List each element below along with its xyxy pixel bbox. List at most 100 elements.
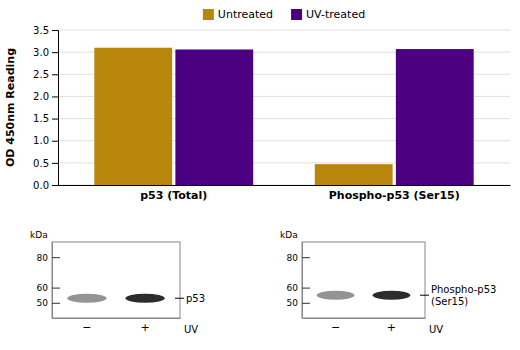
y-tick-label: 3.5 (33, 25, 49, 36)
y-tick-label: 2.0 (33, 91, 49, 102)
y-tick-mark (52, 52, 58, 53)
bands (67, 294, 164, 303)
band (67, 294, 106, 303)
y-axis-line (302, 243, 303, 319)
annotation-line (420, 295, 429, 296)
y-tick-label: 1.5 (33, 113, 49, 124)
x-axis-line (303, 318, 426, 319)
y-tick-mark (52, 185, 58, 186)
legend-label: Untreated (218, 8, 273, 21)
chart: 0.0 0.5 1.0 1.5 2.0 2.5 3.0 3.5 p53 (Total) Phosp… (0, 0, 520, 350)
x-tick: + (387, 318, 396, 334)
legend-label: UV-treated (306, 8, 365, 21)
x-tick-label: + (387, 321, 396, 334)
x-axis: −+ (53, 318, 181, 334)
legend-swatch (203, 9, 214, 20)
y-tick-mark (52, 303, 60, 304)
annotation-line-text: p53 (186, 293, 205, 304)
y-tick: 1.0 (33, 135, 58, 146)
y-tick-mark (52, 96, 58, 97)
grid-line (58, 30, 510, 31)
band (373, 291, 411, 300)
x-tick: p53 (Total) (140, 185, 207, 202)
y-tick-label: 2.5 (33, 69, 49, 80)
legend: Untreated UV-treated (203, 8, 365, 21)
y-tick: 3.0 (33, 47, 58, 58)
y-axis-title: kDa (280, 230, 298, 240)
y-tick-label: 50 (37, 298, 49, 308)
y-tick-mark (302, 257, 310, 258)
annotation-line-text: (Ser15) (431, 296, 468, 307)
legend-swatch (291, 9, 302, 20)
bar-chart: 0.0 0.5 1.0 1.5 2.0 2.5 3.0 3.5 p53 (Total) Phosp… (4, 8, 511, 202)
panel-frame (52, 242, 180, 318)
annotation: Phospho-p53(Ser15) (431, 284, 496, 307)
bars (94, 48, 473, 185)
y-tick: 1.5 (33, 113, 58, 124)
y-tick: 2.5 (33, 69, 58, 80)
x-tick: − (82, 318, 91, 334)
y-tick: 0.0 (33, 180, 58, 191)
y-tick: 0.5 (33, 158, 58, 169)
x-tick-label: Phospho-p53 (Ser15) (329, 189, 460, 202)
y-tick-label: 0.0 (33, 180, 49, 191)
y-tick-mark (52, 288, 60, 289)
y-axis: 50 60 80 (287, 243, 310, 319)
y-tick-mark (52, 163, 58, 164)
annotation-line-text: Phospho-p53 (431, 284, 496, 295)
y-tick-label: 3.0 (33, 47, 49, 58)
blot-panel: 506080−+UVkDaPhospho-p53(Ser15) (280, 230, 496, 335)
x-axis-line (53, 318, 181, 319)
legend-item: UV-treated (291, 8, 365, 21)
y-axis-title: OD 450nm Reading (4, 48, 17, 167)
x-axis: p53 (Total) Phospho-p53 (Ser15) (59, 185, 511, 202)
bands (317, 291, 410, 300)
x-tick: + (140, 318, 149, 334)
y-tick-label: 80 (37, 253, 49, 263)
annotation: p53 (186, 293, 205, 304)
legend-item: Untreated (203, 8, 273, 21)
x-axis-line (59, 185, 511, 186)
y-tick: 3.5 (33, 25, 58, 36)
bar (315, 164, 393, 185)
band (317, 291, 355, 300)
y-tick: 50 (37, 298, 60, 308)
y-axis: 0.0 0.5 1.0 1.5 2.0 2.5 3.0 3.5 (33, 25, 58, 191)
blot-panel: 506080−+UVkDap53 (30, 230, 205, 335)
x-tick-label: + (140, 321, 149, 334)
y-axis-title: kDa (30, 230, 48, 240)
y-tick: 50 (287, 298, 310, 308)
y-tick-mark (52, 119, 58, 120)
x-tick: − (331, 318, 340, 334)
annotation-line (175, 298, 184, 299)
y-tick-mark (302, 303, 310, 304)
bar (396, 49, 474, 185)
y-tick: 80 (287, 253, 310, 263)
x-axis-title: UV (184, 324, 198, 335)
y-axis: 50 60 80 (37, 243, 60, 319)
y-tick-mark (52, 30, 58, 31)
grid (58, 30, 510, 185)
y-tick-mark (302, 288, 310, 289)
y-tick-label: 1.0 (33, 135, 49, 146)
bar (94, 48, 172, 185)
y-tick: 60 (287, 283, 310, 293)
y-tick-label: 60 (37, 283, 49, 293)
y-tick-mark (52, 74, 58, 75)
y-tick-label: 60 (287, 283, 299, 293)
y-tick-label: 0.5 (33, 158, 49, 169)
y-tick: 2.0 (33, 91, 58, 102)
y-tick-label: 50 (287, 298, 299, 308)
bar (175, 49, 253, 185)
y-axis-line (52, 31, 59, 186)
y-tick: 80 (37, 253, 60, 263)
x-axis: −+ (303, 318, 426, 334)
panel-frame (302, 242, 425, 318)
x-tick-label: p53 (Total) (140, 189, 207, 202)
y-tick-mark (52, 141, 58, 142)
band (126, 294, 165, 303)
y-tick: 60 (37, 283, 60, 293)
x-axis-title: UV (429, 324, 443, 335)
y-tick-label: 80 (287, 253, 299, 263)
y-axis-line (52, 243, 53, 319)
